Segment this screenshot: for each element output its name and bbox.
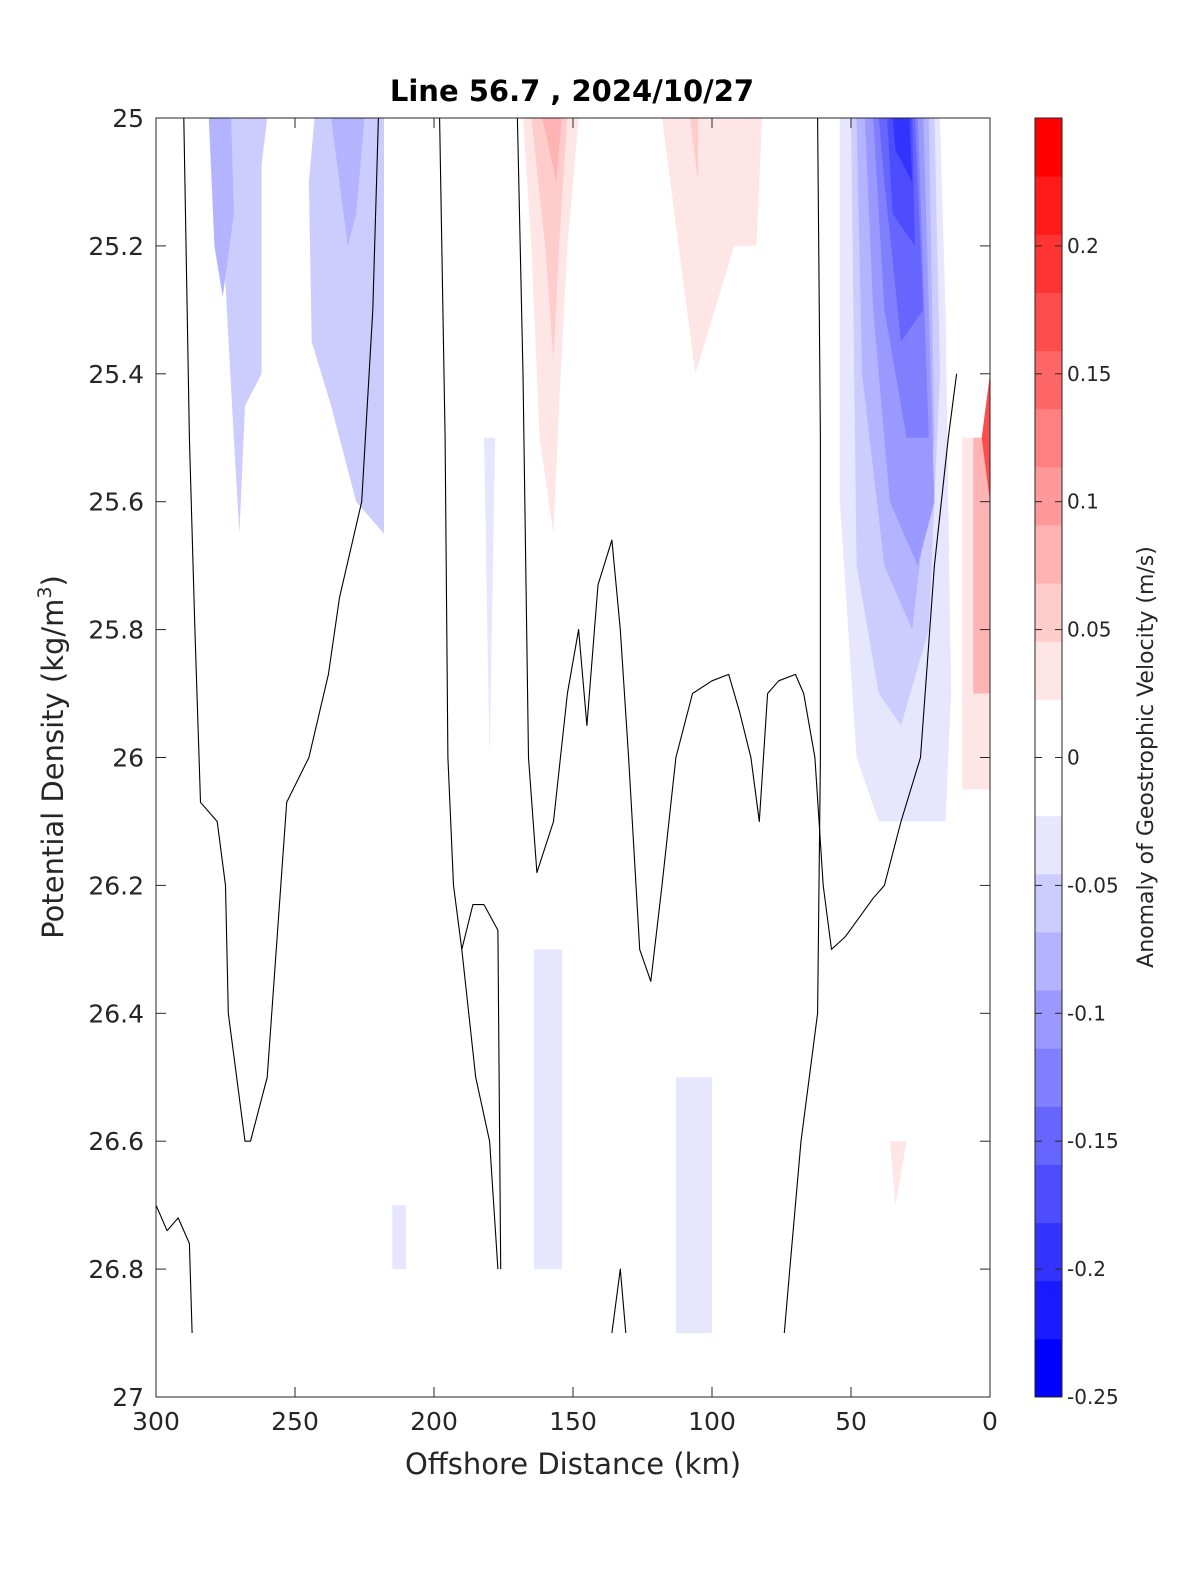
y-axis-label-superscript: 3 xyxy=(34,586,56,598)
zero-contour-6 xyxy=(783,117,821,1334)
colorbar: -0.25 -0.2 -0.15 -0.1 -0.05 0 0.05 0.1 0.15 0.2 xyxy=(1034,117,1119,1409)
y-tick-label: 26 xyxy=(112,744,144,773)
colorbar-tick-label: -0.15 xyxy=(1067,1129,1119,1153)
colorbar-swatch xyxy=(1035,408,1062,468)
x-tick-label: 100 xyxy=(688,1407,736,1436)
contour-fill-1 xyxy=(208,118,234,298)
colorbar-swatch xyxy=(1035,1338,1062,1398)
y-tick-label: 26.2 xyxy=(88,871,144,900)
colorbar-swatch xyxy=(1035,641,1062,700)
y-tick-label: 25.2 xyxy=(88,232,144,261)
y-tick-label: 25.6 xyxy=(88,488,144,517)
colorbar-swatch xyxy=(1035,118,1062,177)
contour-fill-19 xyxy=(892,118,913,182)
contour-fill-31 xyxy=(239,1301,251,1333)
colorbar-swatch xyxy=(1035,1106,1062,1165)
colorbar-swatch xyxy=(1035,234,1062,293)
colorbar-swatch xyxy=(1035,699,1062,758)
colorbar-swatch xyxy=(1035,176,1062,235)
y-tick-label: 27 xyxy=(112,1383,144,1412)
colorbar-swatch xyxy=(1035,583,1062,642)
colorbar-tick-label: -0.2 xyxy=(1067,1257,1106,1281)
colorbar-tick-label: -0.25 xyxy=(1067,1385,1119,1409)
y-tick-label: 25.4 xyxy=(88,360,144,389)
colorbar-tick-label: -0.05 xyxy=(1067,873,1119,897)
x-tick-label: 150 xyxy=(549,1407,597,1436)
filled-contours xyxy=(189,118,990,1333)
x-axis: 300 250 200 150 100 50 0 xyxy=(132,118,998,1436)
zero-contour-lines xyxy=(155,117,958,1334)
y-axis-label-text: Potential Density (kg/m xyxy=(36,599,70,939)
y-tick-label: 26.8 xyxy=(88,1255,144,1284)
contour-fill-4 xyxy=(397,118,473,1078)
y-axis: 25 25.2 25.4 25.6 25.8 26 26.2 26.4 26.6 26.8 27 xyxy=(88,104,990,1412)
contour-fill-27 xyxy=(675,1077,712,1333)
zero-contour-2 xyxy=(155,1204,193,1334)
x-tick-label: 200 xyxy=(410,1407,458,1436)
y-axis-label-close: ) xyxy=(36,575,70,586)
y-axis-label: Potential Density (kg/m3) xyxy=(34,575,70,939)
colorbar-swatch xyxy=(1035,757,1062,817)
zero-contour-3 xyxy=(516,117,958,982)
y-tick-label: 26.4 xyxy=(88,999,144,1028)
plot-area xyxy=(155,117,991,1398)
colorbar-tick-label: -0.1 xyxy=(1067,1001,1106,1025)
colorbar-label: Anomaly of Geostrophic Velocity (m/s) xyxy=(1134,546,1159,968)
colorbar-swatch xyxy=(1035,815,1062,875)
colorbar-swatch xyxy=(1035,524,1062,584)
contour-fill-23 xyxy=(981,373,990,502)
colorbar-swatch xyxy=(1035,1280,1062,1340)
colorbar-tick-label: 0 xyxy=(1067,746,1080,770)
colorbar-tick-label: 0.15 xyxy=(1067,362,1112,386)
zero-contour-7 xyxy=(611,1268,627,1334)
colorbar-swatch xyxy=(1035,466,1062,526)
x-tick-label: 50 xyxy=(835,1407,867,1436)
contour-fill-24 xyxy=(484,437,496,758)
x-tick-label: 250 xyxy=(271,1407,319,1436)
y-tick-label: 25.8 xyxy=(88,616,144,645)
zero-contour-5 xyxy=(461,904,484,950)
chart-title: Line 56.7 , 2024/10/27 xyxy=(390,74,754,108)
contour-fill-2 xyxy=(308,118,384,534)
zero-contour-1 xyxy=(439,117,499,1270)
contour-fill-7 xyxy=(531,118,568,361)
contour-fill-30 xyxy=(889,1141,907,1206)
contour-fill-29 xyxy=(851,981,907,1333)
contour-fill-11 xyxy=(689,118,699,182)
zero-contour-4 xyxy=(483,904,502,1270)
contour-fill-6 xyxy=(523,118,579,534)
colorbar-swatch xyxy=(1035,931,1062,991)
contour-fill-10 xyxy=(662,118,762,374)
colorbar-swatch xyxy=(1035,873,1062,933)
contour-fill-28 xyxy=(392,1205,407,1270)
x-tick-label: 300 xyxy=(132,1407,180,1436)
y-tick-label: 26.6 xyxy=(88,1127,144,1156)
colorbar-swatch xyxy=(1035,990,1062,1049)
colorbar-swatch xyxy=(1035,1222,1062,1282)
x-axis-label: Offshore Distance (km) xyxy=(405,1447,741,1481)
colorbar-tick-label: 0.2 xyxy=(1067,234,1099,258)
contour-fill-8 xyxy=(542,118,562,182)
contour-fill-3 xyxy=(331,118,365,246)
contour-fill-25 xyxy=(414,885,462,1110)
colorbar-swatch xyxy=(1035,292,1062,352)
x-tick-label: 0 xyxy=(982,1407,998,1436)
y-tick-label: 25 xyxy=(112,104,144,133)
colorbar-swatch xyxy=(1035,350,1062,410)
contour-fill-26 xyxy=(534,949,562,1270)
colorbar-tick-label: 0.05 xyxy=(1067,618,1112,642)
colorbar-swatch xyxy=(1035,1164,1062,1224)
colorbar-tick-label: 0.1 xyxy=(1067,490,1099,514)
colorbar-swatch xyxy=(1035,1048,1062,1107)
zero-contour-0 xyxy=(183,117,379,1142)
contour-fill-0 xyxy=(189,118,268,534)
